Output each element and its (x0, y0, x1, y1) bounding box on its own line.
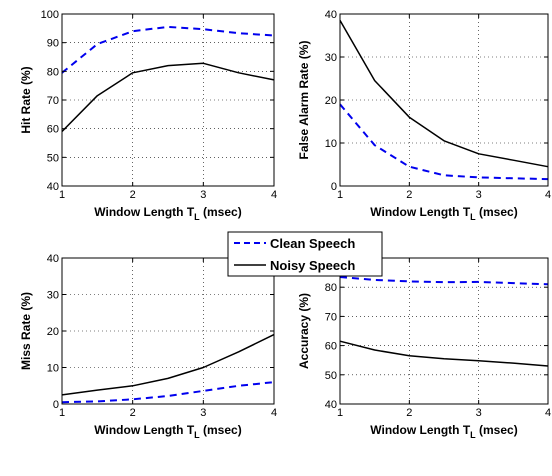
false-alarm-rate-x-tick-label: 4 (545, 189, 551, 201)
hit-rate-x-tick-label: 1 (59, 189, 65, 201)
miss-rate-y-axis-label: Miss Rate (%) (19, 292, 33, 370)
accuracy-x-tick-label: 4 (545, 407, 551, 419)
hit-rate-y-tick-label: 50 (47, 152, 59, 164)
hit-rate-x-tick-label: 4 (271, 189, 277, 201)
hit-rate-y-tick-label: 90 (47, 38, 59, 50)
legend-label-clean: Clean Speech (270, 236, 355, 251)
legend-label-noisy: Noisy Speech (270, 258, 355, 273)
miss-rate-x-tick-label: 2 (130, 407, 136, 419)
hit-rate-x-tick-label: 2 (130, 189, 136, 201)
miss-rate-x-tick-label: 4 (271, 407, 277, 419)
miss-rate-y-tick-label: 40 (47, 253, 59, 265)
hit-rate-y-tick-label: 40 (47, 181, 59, 193)
accuracy-y-tick-label: 80 (325, 282, 337, 294)
legend: Clean Speech Noisy Speech (227, 231, 383, 277)
accuracy-y-tick-label: 40 (325, 399, 337, 411)
false-alarm-rate-y-axis-label: False Alarm Rate (%) (297, 41, 311, 160)
hit-rate-y-tick-label: 70 (47, 95, 59, 107)
hit-rate-y-tick-label: 100 (41, 9, 59, 21)
accuracy-series-noisy (339, 340, 549, 367)
accuracy-x-tick-label: 3 (476, 407, 482, 419)
false-alarm-rate-series-clean (339, 103, 549, 181)
accuracy-x-axis-label: Window Length TL (msec) (370, 423, 517, 440)
miss-rate-y-tick-label: 10 (47, 363, 59, 375)
false-alarm-rate-y-tick-label: 0 (331, 181, 337, 193)
false-alarm-rate-y-tick-label: 30 (325, 52, 337, 64)
accuracy-series-clean (339, 276, 549, 286)
miss-rate-x-axis-label: Window Length TL (msec) (94, 423, 241, 440)
false-alarm-rate-y-tick-label: 40 (325, 9, 337, 21)
miss-rate-y-tick-label: 0 (53, 399, 59, 411)
false-alarm-rate-x-tick-label: 2 (406, 189, 412, 201)
accuracy-plot: 1234405060708090Accuracy (%)Window Lengt… (297, 253, 551, 440)
false-alarm-rate-y-tick-label: 20 (325, 95, 337, 107)
accuracy-y-tick-label: 60 (325, 341, 337, 353)
false-alarm-rate-series-noisy (339, 20, 549, 168)
miss-rate-x-tick-label: 3 (200, 407, 206, 419)
accuracy-y-axis-label: Accuracy (%) (297, 293, 311, 369)
miss-rate-y-tick-label: 30 (47, 290, 59, 302)
miss-rate-y-tick-label: 20 (47, 326, 59, 338)
hit-rate-x-axis-label: Window Length TL (msec) (94, 205, 241, 222)
accuracy-x-tick-label: 1 (337, 407, 343, 419)
false-alarm-rate-x-axis-label: Window Length TL (msec) (370, 205, 517, 222)
hit-rate-y-axis-label: Hit Rate (%) (19, 66, 33, 133)
accuracy-y-tick-label: 70 (325, 311, 337, 323)
accuracy-plot-area (340, 258, 548, 404)
false-alarm-rate-y-tick-label: 10 (325, 138, 337, 150)
accuracy-y-tick-label: 50 (325, 370, 337, 382)
hit-rate-x-tick-label: 3 (200, 189, 206, 201)
hit-rate-y-tick-label: 60 (47, 124, 59, 136)
false-alarm-rate-x-tick-label: 3 (476, 189, 482, 201)
hit-rate-plot: 1 2 3 4 40 50 60 70 80 90 100 Hit Rate (%) Window Le… (19, 9, 277, 222)
accuracy-x-tick-label: 2 (406, 407, 412, 419)
hit-rate-series-noisy (61, 62, 275, 133)
miss-rate-series-noisy (61, 333, 275, 396)
accuracy-axes-frame (339, 257, 549, 405)
legend-box (227, 231, 383, 277)
miss-rate-x-tick-label: 1 (59, 407, 65, 419)
false-alarm-rate-x-tick-label: 1 (337, 189, 343, 201)
hit-rate-y-tick-label: 80 (47, 66, 59, 78)
